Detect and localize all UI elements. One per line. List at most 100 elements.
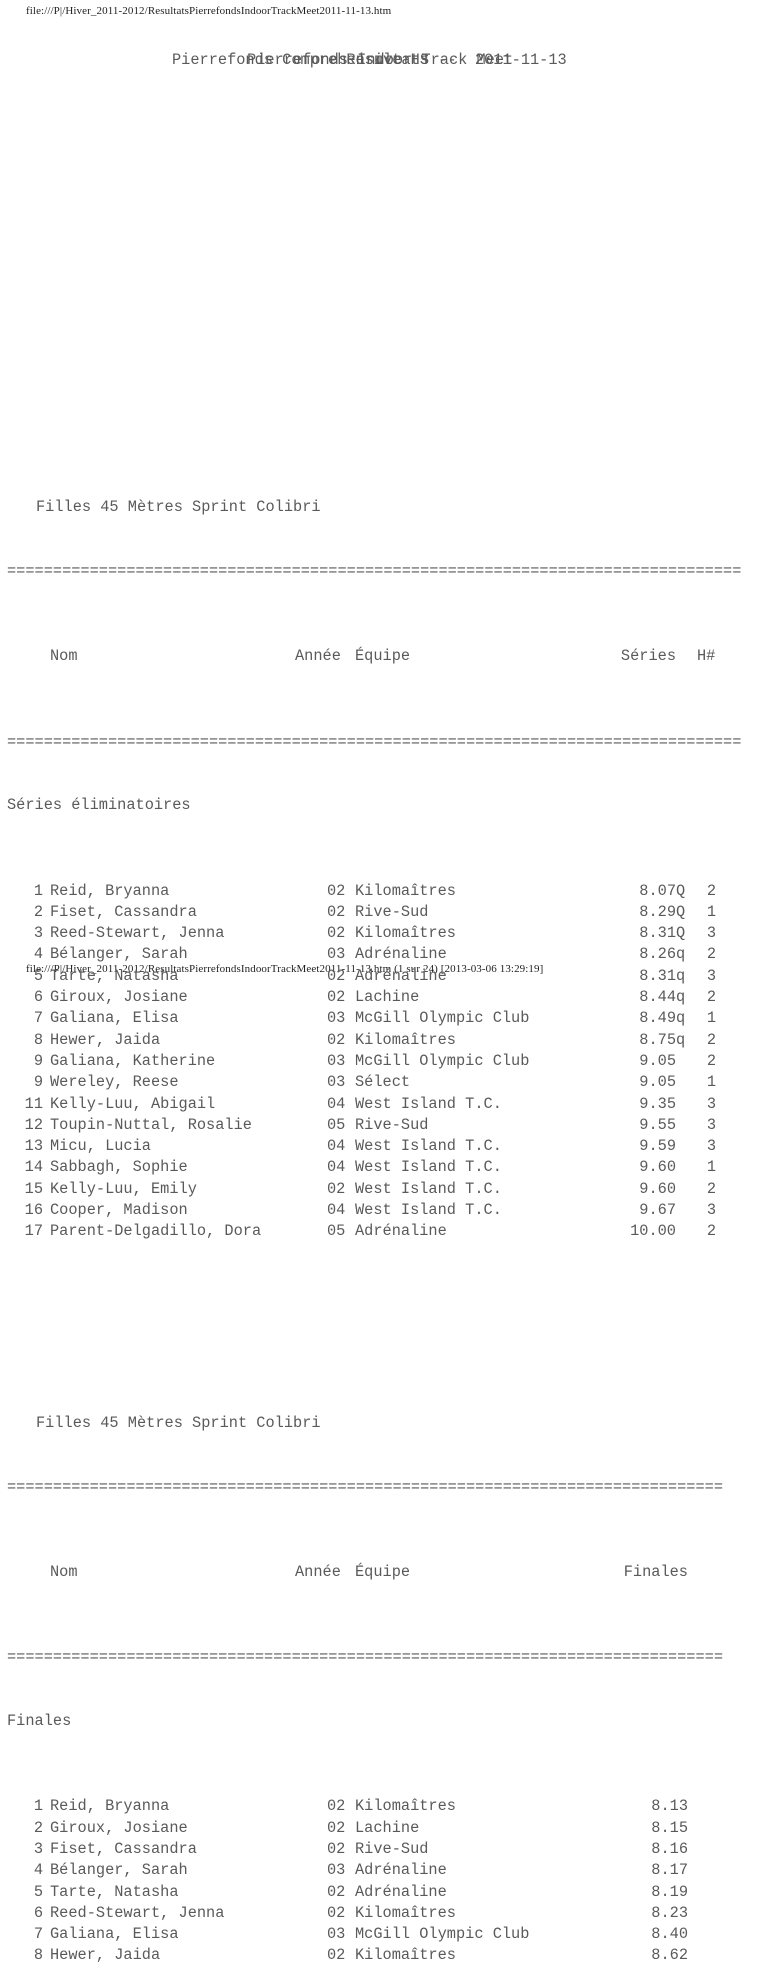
row-place: 6 [33, 1903, 43, 1922]
row-place: 3 [33, 1839, 43, 1858]
row-team: Kilomaîtres [355, 881, 456, 900]
row-qualify-flag: Q [676, 881, 686, 900]
row-athlete-name: Reed-Stewart, Jenna [50, 1903, 225, 1922]
row-athlete-name: Reed-Stewart, Jenna [50, 924, 225, 943]
row-team: West Island T.C. [355, 1158, 502, 1177]
table-row: 14 Sabbagh, Sophie 04 West Island T.C. 9.60 1 [7, 1157, 761, 1178]
row-team: Rive-Sud [355, 902, 429, 921]
row-year: 04 [327, 1201, 346, 1220]
table-row: 9 Wereley, Reese 03 Sélect 9.05 1 [7, 1072, 761, 1093]
browser-print-footer: file:///P|/Hiver_2011-2012/ResultatsPier… [26, 963, 544, 975]
row-time: 8.16 [651, 1839, 688, 1858]
round-label-prelims: Séries éliminatoires [7, 796, 191, 815]
row-place: 16 [24, 1201, 43, 1220]
meet-venue-line: Pierrefonds Comprehensive HS - 2011-11-1… [7, 51, 761, 220]
row-team: McGill Olympic Club [355, 1925, 530, 1944]
row-heat-number: 3 [706, 1137, 716, 1156]
row-year: 02 [327, 924, 346, 943]
row-year: 05 [327, 1222, 346, 1241]
row-year: 02 [327, 988, 346, 1007]
row-heat-number: 2 [706, 988, 716, 1007]
meet-venue-date: Pierrefonds Comprehensive HS - 2011-11-1… [172, 51, 567, 69]
row-time: 8.07 [639, 881, 676, 900]
row-time: 8.62 [651, 1946, 688, 1965]
row-athlete-name: Bélanger, Sarah [50, 945, 188, 964]
row-athlete-name: Tarte, Natasha [50, 1882, 179, 1901]
spacer [7, 391, 761, 412]
row-athlete-name: Giroux, Josiane [50, 1818, 188, 1837]
row-heat-number: 3 [706, 1094, 716, 1113]
row-place: 5 [33, 1882, 43, 1901]
column-header-team: Équipe [355, 1563, 411, 1582]
event-title-finals: Filles 45 Mètres Sprint Colibri [36, 1414, 321, 1432]
table-row: 6 Reed-Stewart, Jenna 02 Kilomaîtres 8.23 [7, 1903, 761, 1924]
row-time: 8.40 [651, 1925, 688, 1944]
row-time: 8.19 [651, 1882, 688, 1901]
row-athlete-name: Reid, Bryanna [50, 881, 170, 900]
row-qualify-flag: Q [676, 924, 686, 943]
row-team: Kilomaîtres [355, 1030, 456, 1049]
row-year: 05 [327, 1115, 346, 1134]
row-place: 9 [33, 1073, 43, 1092]
row-year: 02 [327, 1946, 346, 1965]
row-time: 9.55 [639, 1115, 676, 1134]
row-place: 12 [24, 1115, 43, 1134]
row-team: West Island T.C. [355, 1179, 502, 1198]
row-team: West Island T.C. [355, 1094, 502, 1113]
row-year: 02 [327, 966, 346, 985]
row-heat-number: 1 [706, 1158, 716, 1177]
row-heat-number: 1 [706, 1009, 716, 1028]
column-header-result: Séries [620, 647, 676, 666]
column-header-result: Finales [623, 1563, 688, 1582]
row-team: McGill Olympic Club [355, 1051, 530, 1070]
row-team: Rive-Sud [355, 1839, 429, 1858]
row-time: 9.59 [639, 1137, 676, 1156]
row-year: 02 [327, 902, 346, 921]
results-label-line: - Résultats - [7, 51, 761, 348]
table-row: 5 Tarte, Natasha 02 Adrénaline 8.19 [7, 1882, 761, 1903]
row-time: 8.23 [651, 1903, 688, 1922]
table-row: 3 Fiset, Cassandra 02 Rive-Sud 8.16 [7, 1839, 761, 1860]
row-athlete-name: Hewer, Jaida [50, 1946, 161, 1965]
table-row: 5 Tarte, Natasha 02 Adrénaline 8.31 q 3 [7, 966, 761, 987]
row-year: 04 [327, 1094, 346, 1113]
table-rule-top-prelims: ========================================… [7, 562, 742, 581]
row-time: 8.13 [651, 1797, 688, 1816]
row-year: 04 [327, 1137, 346, 1156]
row-time: 8.75 [639, 1030, 676, 1049]
table-row: 7 Galiana, Elisa 03 McGill Olympic Club 8.40 [7, 1924, 761, 1945]
row-team: Adrénaline [355, 945, 447, 964]
row-place: 8 [33, 1946, 43, 1965]
row-athlete-name: Kelly-Luu, Abigail [50, 1094, 216, 1113]
row-place: 4 [33, 945, 43, 964]
row-heat-number: 2 [706, 945, 716, 964]
row-place: 1 [33, 1797, 43, 1816]
row-athlete-name: Reid, Bryanna [50, 1797, 170, 1816]
row-time: 8.31 [639, 924, 676, 943]
row-place: 7 [33, 1009, 43, 1028]
row-place: 4 [33, 1861, 43, 1880]
row-time: 8.29 [639, 902, 676, 921]
row-team: Adrénaline [355, 966, 447, 985]
row-athlete-name: Micu, Lucia [50, 1137, 151, 1156]
column-header-team: Équipe [355, 647, 411, 666]
row-team: Adrénaline [355, 1882, 447, 1901]
row-team: McGill Olympic Club [355, 1009, 530, 1028]
row-place: 1 [33, 881, 43, 900]
row-qualify-flag: Q [676, 902, 686, 921]
row-place: 11 [24, 1094, 43, 1113]
row-year: 02 [327, 1839, 346, 1858]
table-row: 1 Reid, Bryanna 02 Kilomaîtres 8.07 Q 2 [7, 881, 761, 902]
table-row: 1 Reid, Bryanna 02 Kilomaîtres 8.13 [7, 1796, 761, 1817]
row-heat-number: 2 [706, 1051, 716, 1070]
table-row: 11 Kelly-Luu, Abigail 04 West Island T.C. 9.… [7, 1094, 761, 1115]
row-year: 02 [327, 1818, 346, 1837]
row-year: 02 [327, 1030, 346, 1049]
row-heat-number: 2 [706, 1179, 716, 1198]
row-year: 02 [327, 1903, 346, 1922]
row-team: Adrénaline [355, 1222, 447, 1241]
row-qualify-flag: q [676, 966, 686, 985]
row-time: 8.15 [651, 1818, 688, 1837]
spacer [7, 1307, 761, 1328]
row-year: 03 [327, 1009, 346, 1028]
